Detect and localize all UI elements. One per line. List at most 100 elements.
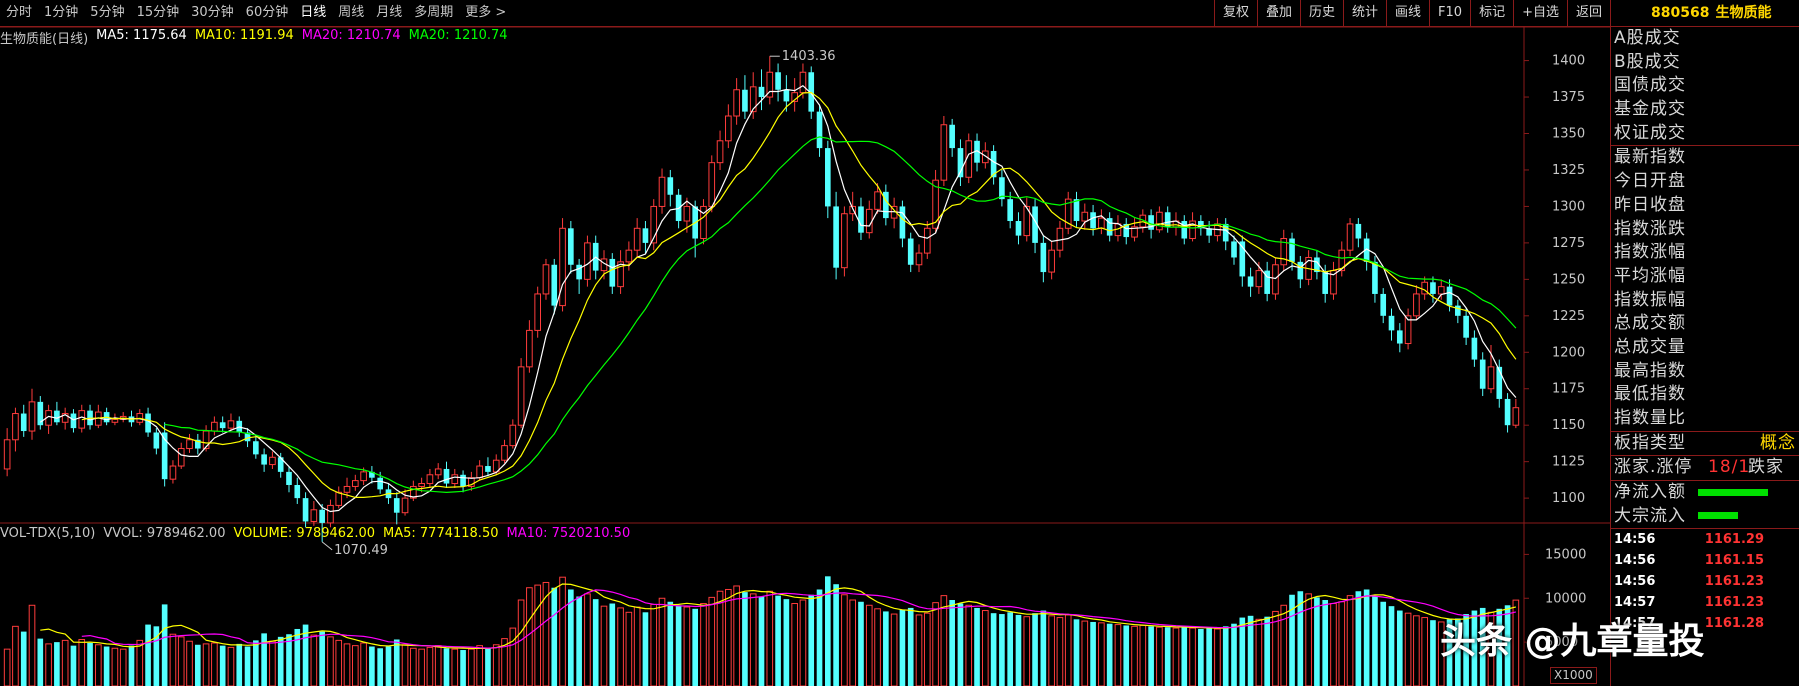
- volume-bar: [833, 584, 839, 686]
- candle-body: [617, 261, 624, 288]
- bigflow-label: 大宗流入: [1614, 505, 1686, 526]
- price-tick-label: 1375: [1552, 90, 1585, 105]
- price-tick-label: 1200: [1552, 345, 1585, 360]
- period-tab-3[interactable]: 15分钟: [136, 5, 180, 20]
- period-tab-8[interactable]: 月线: [376, 5, 403, 20]
- tick-price: 1161.15: [1704, 553, 1764, 569]
- volume-bar: [749, 593, 757, 686]
- candle-body: [758, 86, 765, 98]
- candle-body: [783, 89, 790, 102]
- candle-body: [534, 293, 541, 331]
- candle-body: [1123, 223, 1130, 238]
- updown-row: 涨家.涨停 18/1 跌家: [1611, 456, 1799, 480]
- volume-bar: [1064, 614, 1072, 686]
- candle-body: [1255, 270, 1263, 288]
- candle-body: [716, 140, 724, 164]
- volume-bar: [335, 639, 343, 686]
- candle-body: [202, 430, 210, 450]
- volume-bar: [227, 646, 235, 686]
- turnover-rows: A股成交 B股成交 国债成交 基金成交 权证成交: [1611, 27, 1799, 145]
- netflow-label: 净流入额: [1614, 482, 1686, 503]
- volume-bar: [658, 597, 666, 686]
- volume-bar: [990, 613, 997, 686]
- candle-body: [749, 86, 757, 113]
- volume-bar: [1272, 610, 1279, 686]
- tool-button-7[interactable]: +自选: [1513, 0, 1567, 26]
- volume-bar: [1073, 619, 1080, 686]
- tool-button-4[interactable]: 画线: [1386, 0, 1429, 26]
- volume-bar: [1106, 623, 1113, 686]
- volume-bar: [1098, 622, 1105, 686]
- index-code: 880568: [1651, 5, 1710, 21]
- stat-row-9: 最高指数: [1614, 360, 1686, 381]
- volume-bar: [1322, 600, 1329, 686]
- candle-body: [526, 329, 533, 368]
- candle-body: [899, 206, 906, 239]
- tool-button-2[interactable]: 历史: [1299, 0, 1343, 26]
- volume-bar: [600, 605, 608, 686]
- price-tick-label: 1325: [1552, 163, 1585, 178]
- period-tab-4[interactable]: 30分钟: [191, 5, 234, 20]
- vol-indicator-name[interactable]: VOL-TDX(5,10): [0, 526, 96, 541]
- volume-tick-label: 5000: [1545, 635, 1578, 650]
- volume-bar: [327, 636, 334, 686]
- candle-body: [932, 179, 939, 229]
- period-tab-7[interactable]: 周线: [338, 5, 365, 20]
- candle-body: [999, 177, 1005, 200]
- tick-price: 1161.29: [1704, 532, 1764, 548]
- volume-bar: [360, 642, 367, 686]
- ma10-value: MA10: 1191.94: [194, 28, 294, 43]
- kline-chart[interactable]: 1100 1125 1150 1175 1200 1225 1250 1275 1300 1325…: [0, 0, 1610, 686]
- vvol-value: VVOL: 9789462.00: [103, 526, 226, 541]
- candle-body: [584, 242, 591, 280]
- volume-bar: [28, 604, 36, 686]
- volume-bar: [551, 587, 558, 686]
- tool-button-3[interactable]: 统计: [1343, 0, 1386, 26]
- candle-body: [683, 205, 691, 222]
- volume-bar: [1081, 620, 1089, 686]
- candle-body: [1023, 205, 1031, 237]
- chart-bg: [0, 27, 1610, 686]
- period-tab-2[interactable]: 5分钟: [90, 5, 125, 20]
- volume-bar: [128, 645, 135, 686]
- period-tabs: 分时 1分钟 5分钟 15分钟 30分钟 60分钟 日线 周线 月线 多周期 更多 >: [0, 0, 512, 26]
- tool-button-0[interactable]: 复权: [1213, 0, 1257, 26]
- price-tick-label: 1250: [1552, 272, 1585, 287]
- tool-button-8[interactable]: 返回: [1566, 0, 1610, 26]
- candle-body: [186, 439, 193, 450]
- volume-bar: [890, 613, 898, 686]
- volume-bar: [915, 614, 923, 686]
- candle-body: [418, 483, 425, 487]
- tool-button-1[interactable]: 叠加: [1256, 0, 1300, 26]
- tool-button-5[interactable]: F10: [1429, 0, 1470, 26]
- candle-body: [1148, 215, 1154, 230]
- period-tab-1[interactable]: 1分钟: [44, 5, 79, 20]
- turnover-row-4: 权证成交: [1614, 122, 1686, 143]
- candle-body: [244, 432, 251, 442]
- period-tab-5[interactable]: 60分钟: [245, 5, 289, 20]
- turnover-row-1: B股成交: [1614, 51, 1681, 72]
- candle-body: [1487, 366, 1495, 390]
- volume-bar: [982, 610, 989, 686]
- volume-bar: [1015, 614, 1022, 686]
- tool-button-6[interactable]: 标记: [1470, 0, 1513, 26]
- volume-bar: [642, 612, 649, 686]
- period-tab-10[interactable]: 更多 >: [465, 5, 507, 20]
- volume-bar: [103, 646, 110, 686]
- candle-body: [269, 456, 276, 466]
- candle-body: [816, 111, 823, 149]
- period-tab-6[interactable]: 日线: [300, 5, 327, 20]
- volume-bar: [1214, 628, 1221, 686]
- volume-bar: [1114, 624, 1122, 686]
- candle-body: [742, 89, 748, 112]
- candle-body: [667, 177, 674, 195]
- period-tab-9[interactable]: 多周期: [414, 5, 454, 20]
- candle-body: [708, 162, 716, 207]
- indicator-name[interactable]: 生物质能(日线): [0, 32, 89, 47]
- vol-ma10-line: [81, 589, 1517, 649]
- volume-value: VOLUME: 9789462.00: [233, 526, 376, 541]
- candle-body: [1189, 220, 1196, 240]
- volume-bar: [70, 645, 77, 686]
- volume-bar: [1413, 615, 1420, 686]
- period-tab-0[interactable]: 分时: [6, 5, 33, 20]
